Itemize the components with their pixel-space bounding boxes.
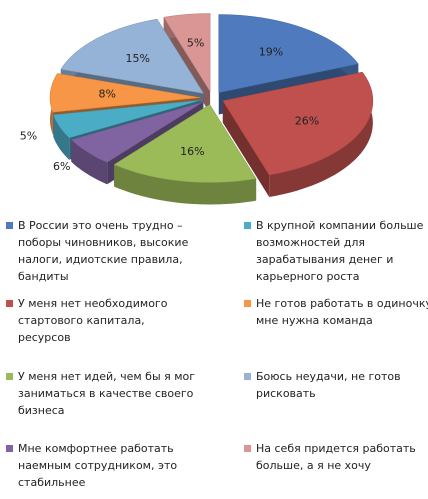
slice-side [114, 164, 257, 205]
legend-label: У меня нет идей, чем бы я мог заниматься… [18, 370, 196, 417]
legend-label: У меня нет необходимого стартового капит… [18, 297, 168, 344]
slice-side [269, 72, 373, 197]
legend-swatch [6, 373, 13, 380]
legend-item: В России это очень трудно – поборы чинов… [6, 217, 198, 285]
legend-swatch [6, 445, 13, 452]
legend-swatch [244, 300, 251, 307]
slice [222, 71, 374, 176]
legend-item: Мне комфортнее работать наемным сотрудни… [6, 440, 198, 491]
legend-item: У меня нет идей, чем бы я мог заниматься… [6, 368, 198, 419]
legend-swatch [6, 222, 13, 229]
chart: 19% 26% 16% 6% 5% 8% 15% 5% [20, 13, 374, 205]
legend-label: Боюсь неудачи, не готов рисковать [256, 370, 401, 400]
legend-item: В крупной компании больше возможностей д… [244, 217, 428, 285]
slice [53, 99, 201, 139]
slice [60, 18, 205, 94]
legend-label: Не готов работать в одиночку, мне нужна … [256, 297, 428, 327]
slice [218, 14, 359, 93]
legend-label: В крупной компании больше возможностей д… [256, 219, 424, 283]
slice [49, 73, 201, 113]
data-label: 16% [180, 145, 204, 158]
legend-swatch [244, 222, 251, 229]
legend-swatch [244, 445, 251, 452]
data-label: 8% [98, 88, 115, 101]
legend-item: Не готов работать в одиночку, мне нужна … [244, 295, 428, 329]
legend-swatch [244, 373, 251, 380]
slice-side [71, 139, 108, 185]
slice-side [222, 100, 270, 197]
legend-item: На себя придется работать больше, а я не… [244, 440, 428, 474]
legend-item: У меня нет необходимого стартового капит… [6, 295, 198, 346]
data-label: 15% [126, 52, 150, 65]
data-label: 26% [295, 114, 319, 127]
legend-label: Мне комфортнее работать наемным сотрудни… [18, 442, 178, 489]
slice-side [53, 114, 70, 160]
slice [70, 101, 203, 163]
slice [113, 104, 257, 183]
slice [163, 13, 211, 93]
data-label: 5% [187, 37, 204, 50]
data-label: 6% [53, 160, 70, 173]
legend-label: В России это очень трудно – поборы чинов… [18, 219, 189, 283]
data-label: 5% [20, 129, 37, 142]
legend-item: Боюсь неудачи, не готов рисковать [244, 368, 428, 402]
legend-swatch [6, 300, 13, 307]
legend-label: На себя придется работать больше, а я не… [256, 442, 416, 472]
data-label: 19% [259, 46, 283, 59]
